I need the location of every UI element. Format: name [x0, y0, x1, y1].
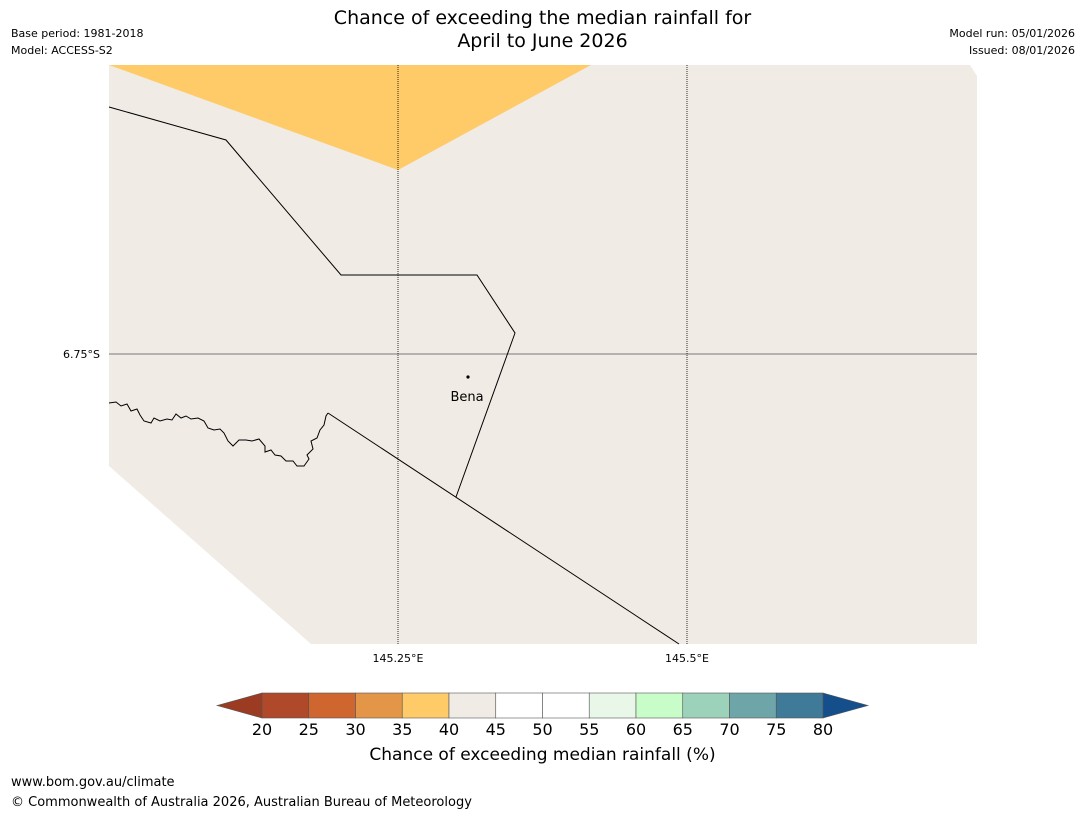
colorbar-bin-40-45: [448, 692, 497, 719]
colorbar-tick-70: 70: [719, 720, 739, 739]
colorbar-bin-45-50: [495, 692, 543, 719]
colorbar-tick-40: 40: [439, 720, 459, 739]
colorbar-tick-20: 20: [252, 720, 272, 739]
colorbar-tick-65: 65: [673, 720, 693, 739]
colorbar-tick-25: 25: [299, 720, 319, 739]
footer-url[interactable]: www.bom.gov.au/climate: [11, 775, 175, 790]
colorbar-bin-55-60: [588, 692, 637, 719]
colorbar-bin-20-25: [261, 692, 310, 719]
colorbar-bin-60-65: [635, 692, 684, 719]
colorbar-label: Chance of exceeding median rainfall (%): [369, 745, 716, 765]
river-boundary: [108, 401, 329, 467]
colorbar-tick-60: 60: [626, 720, 646, 739]
colorbar-extend-low: [215, 692, 263, 719]
colorbar-bin-70-75: [729, 692, 777, 719]
title-line-2: April to June 2026: [457, 30, 628, 52]
colorbar-bin-65-70: [682, 692, 730, 719]
meta-left: Base period: 1981-2018 Model: ACCESS-S2: [11, 25, 143, 59]
lon-label-145.25E: 145.25°E: [373, 652, 424, 665]
meta-right: Model run: 05/01/2026 Issued: 08/01/2026: [949, 25, 1075, 59]
colorbar-bin-50-55: [542, 692, 590, 719]
colorbar: 20 25 30 35 40 45 50 55 60 65 70 75 80: [215, 692, 870, 739]
issued-text: Issued: 08/01/2026: [968, 44, 1075, 57]
colorbar-tick-35: 35: [392, 720, 412, 739]
bena-label: Bena: [450, 390, 483, 405]
province-boundary: [327, 412, 680, 645]
base-period-text: Base period: 1981-2018: [11, 27, 144, 40]
title-line-1: Chance of exceeding the median rainfall …: [333, 7, 752, 29]
district-boundary: [108, 106, 516, 498]
bena-marker: [466, 375, 470, 379]
colorbar-bin-75-80: [775, 692, 824, 719]
colorbar-bin-30-35: [355, 692, 403, 719]
colorbar-tick-75: 75: [766, 720, 786, 739]
model-text: Model: ACCESS-S2: [11, 44, 113, 57]
footer-copyright: © Commonwealth of Australia 2026, Austra…: [11, 795, 472, 810]
colorbar-tick-45: 45: [486, 720, 506, 739]
map-title: Chance of exceeding the median rainfall …: [0, 7, 1085, 53]
lat-label: 6.75°S: [63, 348, 100, 361]
colorbar-tick-55: 55: [579, 720, 599, 739]
rainfall-35-40-area: [109, 65, 591, 170]
colorbar-tick-30: 30: [345, 720, 365, 739]
model-run-text: Model run: 05/01/2026: [949, 27, 1075, 40]
lon-label-145.5E: 145.5°E: [665, 652, 709, 665]
colorbar-bin-25-30: [308, 692, 356, 719]
colorbar-bin-35-40: [401, 692, 450, 719]
colorbar-extend-high: [822, 692, 870, 719]
colorbar-tick-50: 50: [532, 720, 552, 739]
colorbar-tick-80: 80: [813, 720, 833, 739]
